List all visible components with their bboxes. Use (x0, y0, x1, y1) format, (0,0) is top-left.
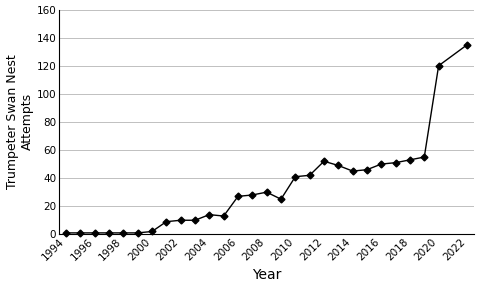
X-axis label: Year: Year (252, 268, 281, 283)
Y-axis label: Trumpeter Swan Nest
Attempts: Trumpeter Swan Nest Attempts (6, 54, 34, 189)
